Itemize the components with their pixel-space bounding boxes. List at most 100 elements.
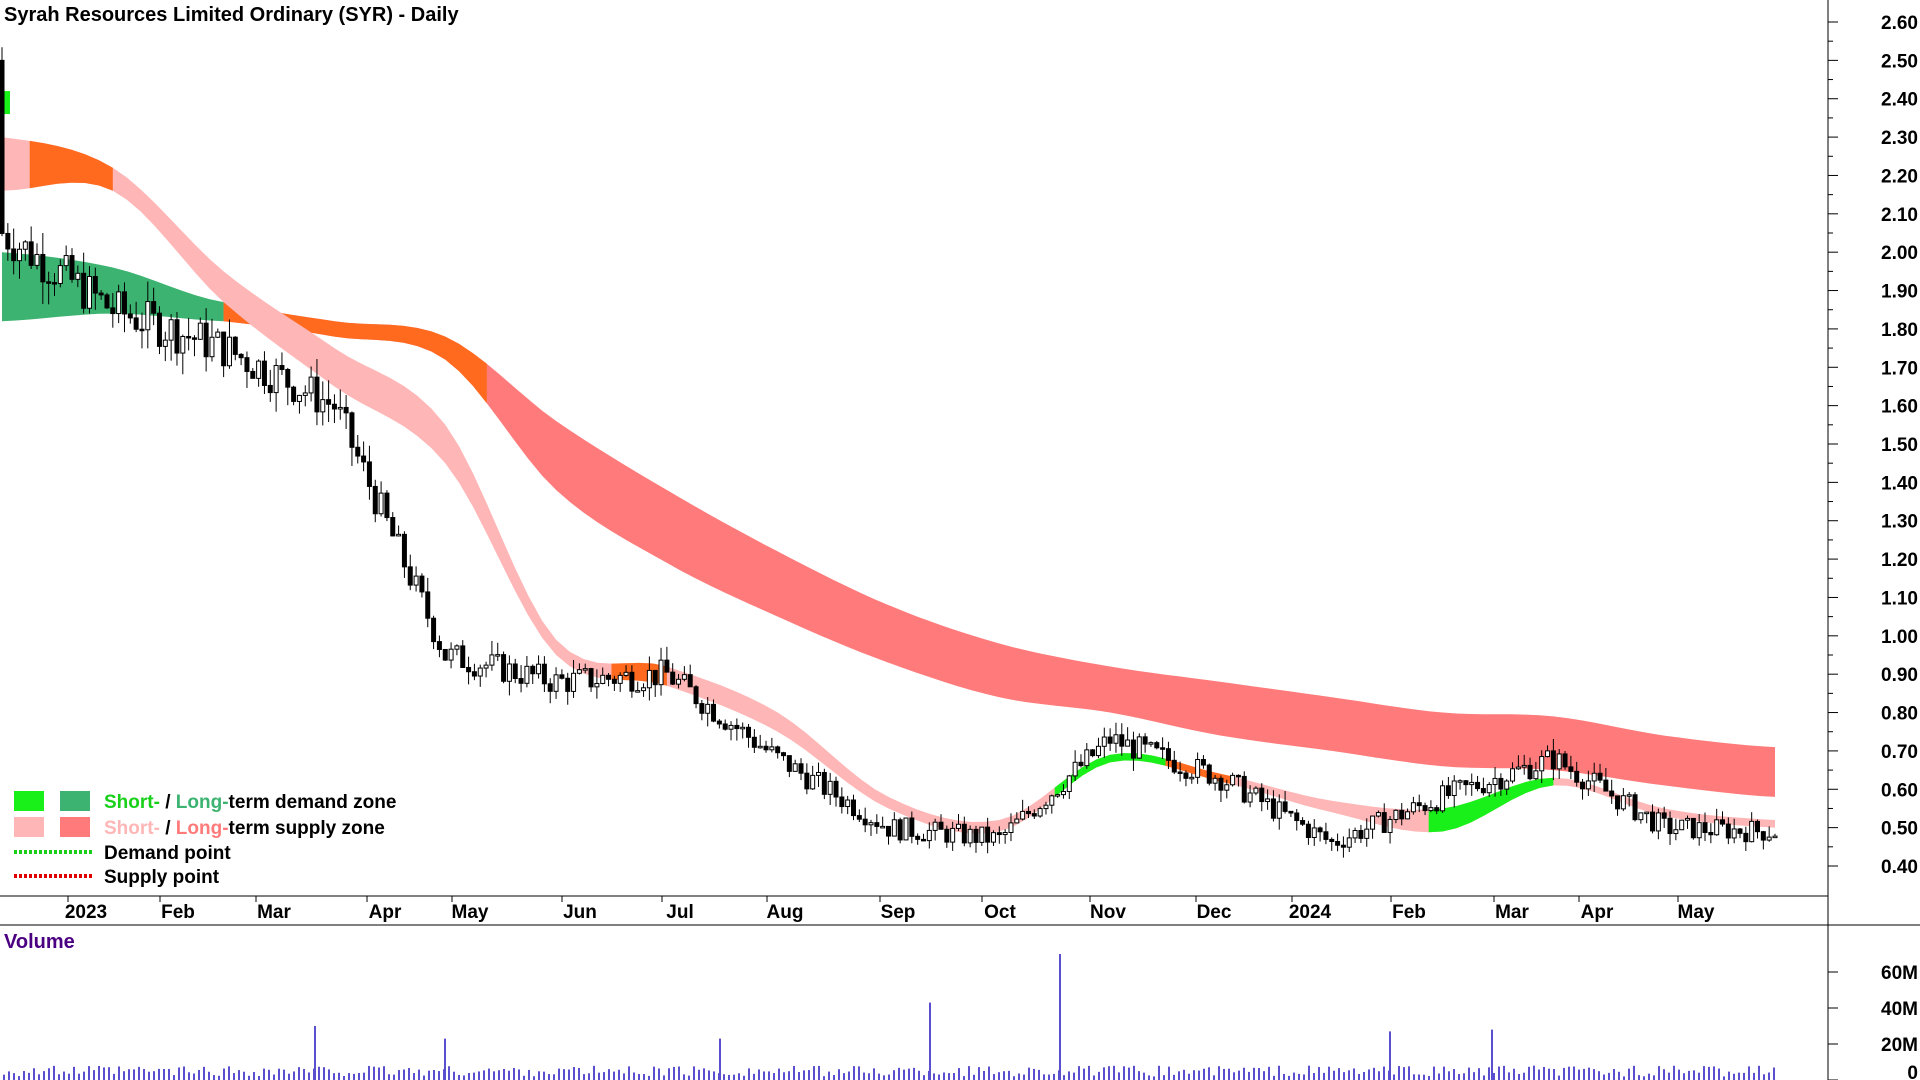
candle-body — [757, 745, 763, 749]
candle-body — [990, 832, 996, 843]
candle-body — [868, 822, 874, 826]
candle-body — [833, 780, 839, 798]
candle-body — [1142, 736, 1148, 745]
candle-body — [886, 825, 891, 837]
candle-body — [244, 357, 250, 372]
candle-body — [617, 674, 623, 684]
candle-body — [1451, 780, 1457, 797]
candle-body — [331, 403, 337, 410]
candle-body — [571, 672, 577, 692]
date-tick-label: Sep — [881, 902, 916, 923]
candle-body — [524, 665, 530, 684]
candle-body — [734, 724, 740, 730]
candle-body — [821, 771, 827, 795]
candle-body — [454, 645, 460, 650]
candle-body — [944, 828, 950, 843]
legend-demand-suffix: term demand zone — [229, 792, 397, 813]
candle-body — [337, 406, 343, 410]
candle-body — [285, 368, 291, 388]
candle-body — [611, 678, 617, 684]
candle-body — [996, 832, 1002, 836]
candle-body — [495, 654, 501, 657]
candle-body — [635, 690, 641, 693]
candle-body — [425, 591, 431, 619]
volume-tick-label: 20M — [1881, 1035, 1918, 1056]
candle-body — [1580, 781, 1586, 790]
candle-body — [1475, 781, 1481, 790]
legend-long-demand-swatch — [60, 791, 90, 811]
candle-body — [588, 668, 594, 688]
candle-body — [1387, 818, 1393, 833]
candle-body — [174, 319, 180, 354]
candle-body — [279, 365, 285, 370]
legend-demand-short: Short- — [104, 792, 160, 813]
date-tick-label: Jul — [666, 902, 693, 923]
candle-body — [1329, 838, 1335, 842]
candle-body — [512, 663, 518, 680]
candle-body — [874, 822, 880, 827]
price-tick-label: 2.10 — [1881, 205, 1918, 226]
candle-body — [1282, 801, 1288, 812]
candle-body — [891, 819, 897, 837]
candle-body — [681, 674, 687, 680]
candle-body — [401, 533, 407, 568]
candle-body — [536, 663, 542, 675]
candle-body — [372, 485, 378, 515]
candle-body — [1084, 749, 1090, 767]
candle-body — [1066, 775, 1072, 792]
candle-body — [168, 319, 174, 341]
candle-body — [1597, 772, 1603, 781]
price-tick-label: 2.40 — [1881, 90, 1918, 111]
candle-body — [127, 313, 133, 319]
candle-body — [1714, 819, 1720, 836]
date-tick-label: 2024 — [1289, 902, 1332, 923]
candle-body — [950, 827, 956, 843]
candle-body — [751, 736, 757, 748]
candle-body — [909, 817, 915, 837]
candle-body — [1463, 780, 1469, 786]
candle-body — [489, 654, 495, 666]
candle-body — [1644, 811, 1650, 815]
candle-body — [1545, 750, 1551, 758]
candle-body — [63, 255, 69, 267]
candle-body — [1708, 831, 1714, 836]
candle-body — [804, 772, 810, 790]
candle-body — [664, 659, 670, 673]
candle-body — [565, 677, 571, 692]
candle-body — [1043, 804, 1049, 810]
candle-body — [477, 667, 483, 677]
candle-body — [1294, 812, 1300, 822]
candle-body — [932, 821, 938, 831]
candle-body — [810, 774, 816, 790]
price-tick-label: 0.50 — [1881, 819, 1918, 840]
candle-body — [238, 353, 244, 359]
candle-body — [816, 771, 822, 776]
price-tick-label: 1.30 — [1881, 512, 1918, 533]
candle-body — [658, 659, 664, 686]
candle-body — [1008, 822, 1014, 833]
candle-body — [1317, 827, 1323, 833]
candle-body — [1154, 742, 1160, 749]
candle-body — [699, 703, 705, 714]
volume-tick-label: 40M — [1881, 999, 1918, 1020]
candle-body — [1393, 809, 1399, 820]
price-tick-label: 2.30 — [1881, 128, 1918, 149]
candle-body — [378, 492, 384, 515]
candle-body — [1749, 820, 1755, 843]
candle-body — [1206, 764, 1212, 784]
candle-body — [547, 683, 553, 692]
candle-body — [1247, 792, 1253, 803]
candle-body — [1037, 808, 1043, 817]
candle-body — [1690, 817, 1696, 839]
date-tick-label: Apr — [1581, 902, 1614, 923]
legend-supply-point: Supply point — [104, 867, 220, 888]
price-tick-label: 2.60 — [1881, 13, 1918, 34]
candle-body — [1585, 780, 1591, 790]
candle-body — [920, 838, 926, 842]
date-tick-label: Dec — [1197, 902, 1232, 923]
volume-tick-label: 60M — [1881, 963, 1918, 984]
candle-body — [880, 825, 886, 829]
legend-supply-short: Short- — [104, 818, 160, 839]
candle-body — [133, 317, 139, 330]
